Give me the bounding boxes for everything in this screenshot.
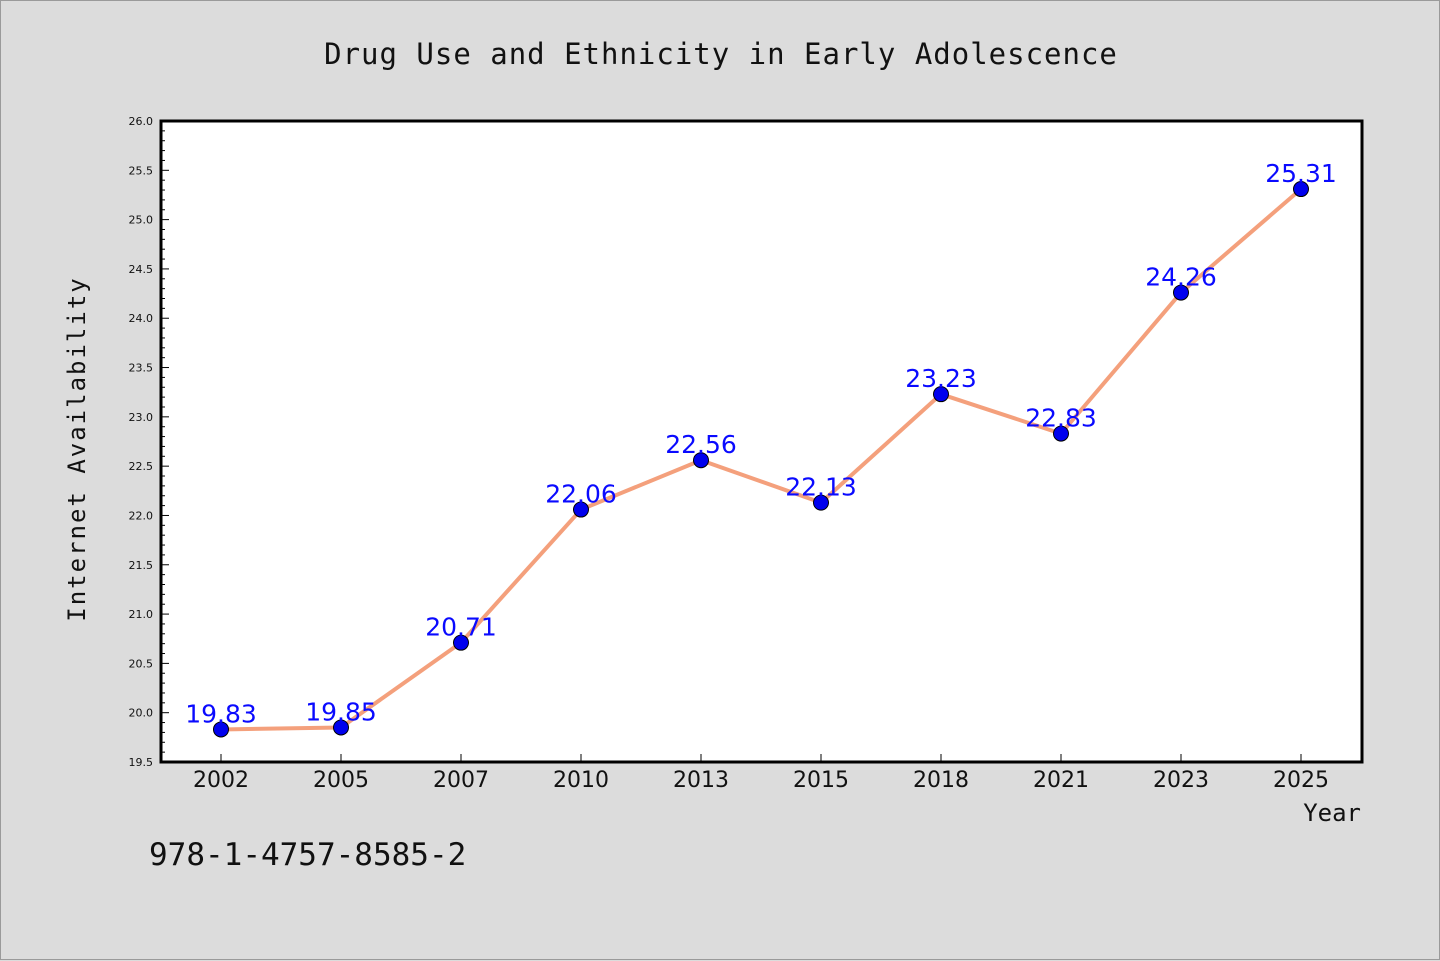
y-tick-label: 24.5	[129, 263, 154, 276]
y-axis: 19.5 20.0 20.5 21.0 21.5 22.0 22.5 23.0 23.5 24.0…	[129, 115, 169, 769]
x-tick-label: 2007	[433, 768, 489, 793]
y-tick-label: 23.5	[129, 362, 154, 375]
data-label: 24.26	[1145, 263, 1217, 292]
y-tick-label: 25.5	[129, 164, 154, 177]
y-axis-label: Internet Availability	[63, 276, 91, 621]
y-tick-label: 19.5	[129, 756, 154, 769]
chart-title: Drug Use and Ethnicity in Early Adolesce…	[324, 37, 1118, 71]
x-axis-label: Year	[1303, 799, 1361, 827]
series-line	[220, 187, 1303, 732]
data-point	[573, 501, 589, 518]
data-label: 22.56	[665, 430, 737, 459]
y-tick-label: 21.5	[129, 559, 154, 572]
x-tick-label: 2023	[1153, 768, 1209, 793]
y-tick-label: 24.0	[129, 312, 154, 325]
x-tick-label: 2010	[553, 768, 609, 793]
data-point	[693, 452, 709, 469]
data-point	[213, 721, 229, 738]
x-tick-label: 2015	[793, 768, 849, 793]
y-tick-label: 22.0	[129, 509, 154, 522]
x-tick-label: 2025	[1273, 768, 1329, 793]
data-label: 22.13	[785, 473, 857, 502]
data-point	[1053, 425, 1069, 442]
data-label: 19.85	[305, 697, 377, 726]
y-tick-label: 26.0	[129, 115, 154, 128]
x-tick-label: 2002	[193, 768, 249, 793]
plot-area	[159, 119, 1364, 764]
y-tick-label: 23.0	[129, 411, 154, 424]
data-point	[813, 494, 829, 511]
y-tick-label: 22.5	[129, 460, 154, 473]
data-point	[1173, 284, 1189, 301]
isbn-text: 978-1-4757-8585-2	[149, 837, 466, 873]
x-axis: 2002 2005 2007 2010 2013 2015 2018 2021 2023 2025	[193, 754, 1329, 793]
data-point	[333, 719, 349, 736]
data-label: 22.06	[545, 480, 617, 509]
x-tick-label: 2018	[913, 768, 969, 793]
data-label: 20.71	[425, 613, 497, 642]
data-label: 19.83	[185, 699, 257, 728]
data-label: 25.31	[1265, 159, 1337, 188]
x-tick-label: 2021	[1033, 768, 1089, 793]
data-point	[1293, 181, 1309, 198]
y-tick-label: 21.0	[129, 608, 154, 621]
data-label: 23.23	[905, 364, 977, 393]
x-tick-label: 2005	[313, 768, 369, 793]
y-tick-label: 25.0	[129, 214, 154, 227]
data-point	[453, 634, 469, 651]
y-tick-label: 20.5	[129, 657, 154, 670]
data-point	[933, 386, 949, 403]
data-label: 22.83	[1025, 404, 1097, 433]
data-series: 19.83 19.85 20.71 22.06 22.56 22.13 23.23 22.83…	[185, 159, 1337, 738]
y-tick-label: 20.0	[129, 707, 154, 720]
x-tick-label: 2013	[673, 768, 729, 793]
